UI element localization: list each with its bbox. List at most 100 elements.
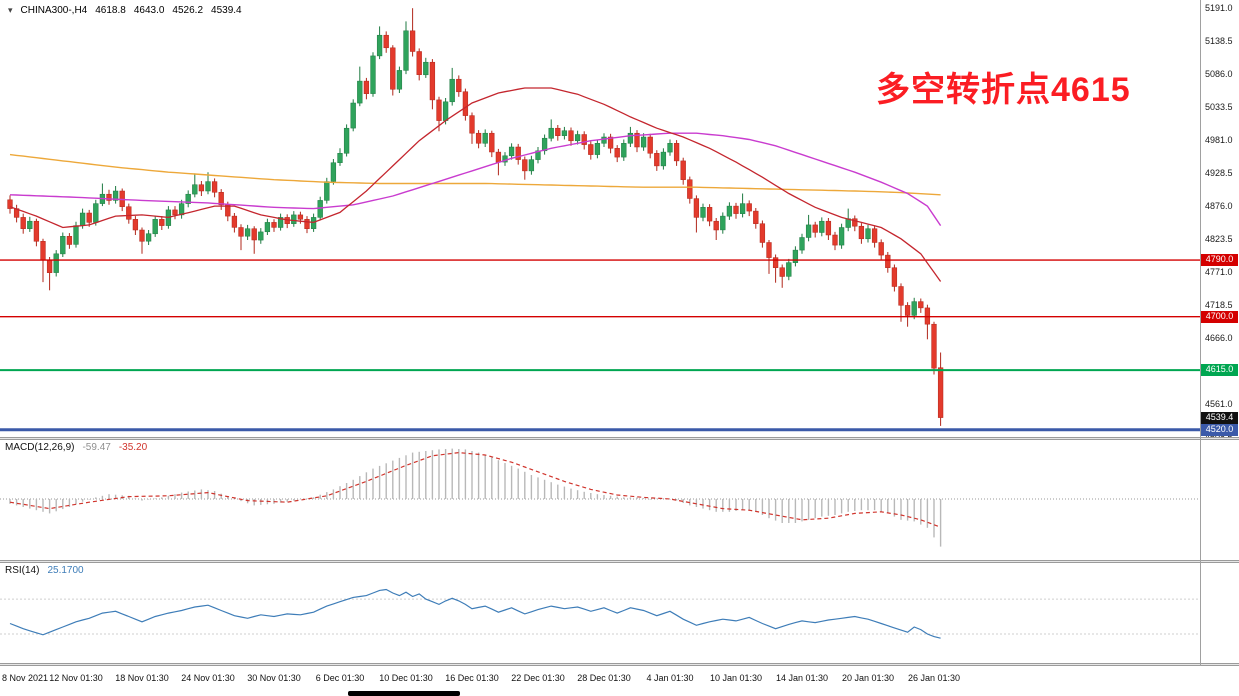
candle-body [601, 136, 607, 144]
macd-histogram-bar [603, 495, 605, 499]
macd-histogram-bar [649, 499, 651, 500]
macd-histogram-bar [101, 495, 104, 499]
macd-histogram-bar [81, 499, 84, 502]
candle-body [244, 228, 251, 237]
macd-histogram-bar [293, 499, 295, 501]
price-axis-label: 4561.0 [1205, 398, 1233, 409]
candle-body [126, 206, 132, 220]
panel-splitter-2[interactable] [0, 560, 1239, 563]
symbol-name: CHINA300-,H4 [20, 5, 88, 16]
macd-histogram-bar [134, 498, 137, 499]
macd-histogram-bar [438, 449, 440, 499]
candle-body [7, 199, 13, 209]
macd-histogram-bar [497, 460, 500, 499]
macd-histogram-bar [108, 494, 110, 499]
macd-histogram-bar [669, 499, 671, 500]
candle-body [660, 151, 667, 167]
time-axis-label: 14 Jan 01:30 [775, 673, 829, 683]
candle-body [495, 151, 502, 163]
macd-histogram-bar [477, 452, 480, 499]
candle-body [297, 214, 304, 220]
macd-histogram-bar [920, 499, 922, 525]
candle-body [819, 220, 825, 233]
time-axis-label: 10 Dec 01:30 [379, 673, 433, 683]
candle-body [475, 132, 482, 144]
macd-histogram-bar [180, 492, 183, 499]
panel-splitter-1[interactable] [0, 437, 1239, 440]
macd-canvas[interactable] [0, 440, 1239, 560]
candle-body [456, 78, 462, 93]
candle-body [733, 205, 739, 214]
price-axis-label: 4508.5 [1205, 432, 1233, 442]
macd-histogram-bar [557, 484, 559, 499]
macd-histogram-bar [154, 498, 156, 499]
macd-histogram-bar [530, 475, 533, 499]
macd-histogram-bar [504, 463, 506, 499]
candle-body [654, 153, 660, 167]
macd-histogram-bar [708, 499, 711, 511]
macd-histogram-bar [636, 497, 638, 499]
candle-body [786, 262, 792, 277]
candle-body [799, 237, 805, 251]
candle-body [561, 130, 568, 136]
candle-body [73, 225, 79, 245]
macd-histogram-bar [88, 499, 90, 500]
panel-splitter-3[interactable] [0, 663, 1239, 666]
candle-body [357, 80, 363, 104]
candle-body [871, 228, 878, 243]
rsi-value: 25.1700 [47, 565, 84, 576]
macd-histogram-bar [484, 455, 486, 499]
macd-histogram-bar [550, 482, 552, 499]
candle-body [746, 203, 752, 212]
price-axis-label: 4928.5 [1205, 167, 1233, 178]
time-axis[interactable]: 8 Nov 2021 12 Nov 01:30 18 Nov 01:30 24 Nov… [0, 666, 1239, 696]
candle-body [106, 193, 112, 201]
main-chart-canvas[interactable] [0, 0, 1239, 437]
macd-histogram-bar [240, 499, 242, 502]
macd-histogram-bar [260, 499, 262, 505]
ma-orange-line [9, 153, 941, 196]
macd-histogram-bar [213, 491, 216, 499]
candle-body [178, 203, 185, 216]
candle-body [238, 227, 244, 237]
candle-body [548, 127, 554, 139]
macd-histogram-bar [893, 499, 896, 517]
candle-body [112, 190, 119, 201]
time-axis-label: 18 Nov 01:30 [115, 673, 169, 683]
rsi-canvas[interactable] [0, 563, 1239, 663]
candle-body [376, 34, 383, 57]
candle-body [535, 150, 541, 160]
candle-body [251, 228, 257, 241]
candle-body [680, 160, 686, 180]
candle-body [739, 203, 746, 214]
candle-body [772, 257, 779, 268]
macd-histogram-bar [491, 457, 493, 499]
time-axis-label: 26 Jan 01:30 [907, 673, 961, 683]
macd-histogram-bar [510, 465, 513, 499]
candle-body [93, 203, 99, 223]
macd-histogram-bar [359, 476, 361, 499]
macd-histogram-bar [880, 499, 882, 512]
price-axis-label: 4771.0 [1205, 266, 1233, 277]
price-axis-label: 5138.5 [1205, 35, 1233, 46]
candle-body [205, 181, 211, 192]
candle-body [271, 222, 277, 228]
macd-histogram-bar [788, 499, 790, 523]
candle-body [277, 217, 284, 228]
macd-histogram-bar [9, 499, 11, 504]
macd-histogram-bar [15, 499, 18, 506]
macd-histogram-bar [29, 499, 31, 509]
candle-body [852, 218, 858, 227]
macd-histogram-bar [834, 499, 836, 515]
price-tag-4700.0: 4700.0 [1201, 310, 1238, 323]
candle-body [607, 136, 614, 149]
candle-body [383, 34, 389, 49]
macd-histogram-bar [827, 499, 830, 516]
macd-histogram-bar [900, 499, 902, 520]
macd-histogram-bar [464, 449, 467, 499]
one-click-trading-icon[interactable]: ▾ [8, 5, 13, 15]
macd-histogram-bar [332, 489, 335, 499]
candle-body [304, 219, 310, 229]
macd-panel: MACD(12,26,9) -59.47 -35.20 64.570.00-65… [0, 440, 1239, 560]
macd-histogram-bar [458, 449, 460, 499]
